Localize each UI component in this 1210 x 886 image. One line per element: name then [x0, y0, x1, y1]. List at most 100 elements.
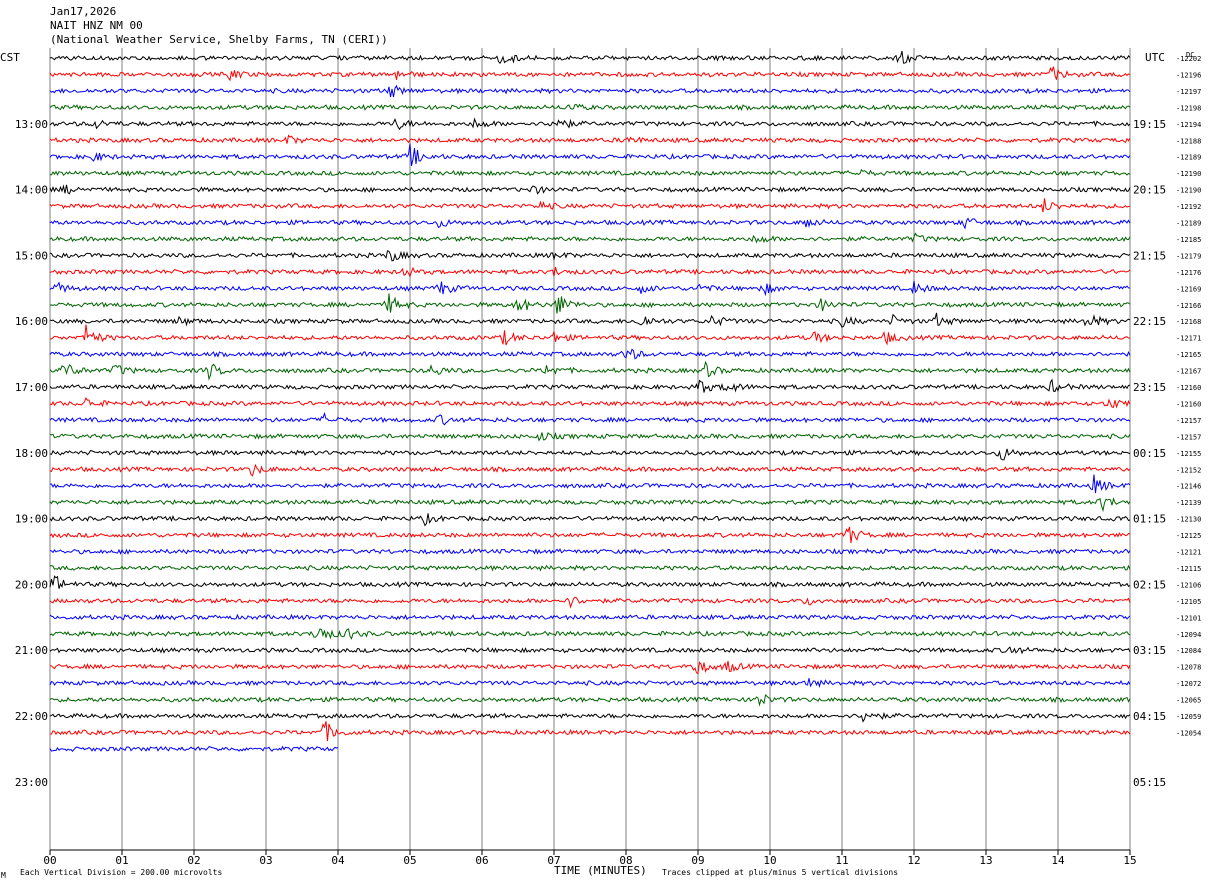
- trace-line-40: [49, 711, 1131, 723]
- dc-offset-label: -12084: [1176, 647, 1201, 655]
- dc-offset-label: -12171: [1176, 335, 1201, 343]
- left-hour-label: 23:00: [15, 776, 48, 789]
- x-tick-label: 13: [979, 854, 992, 867]
- dc-offset-label: -12197: [1176, 88, 1201, 96]
- trace-line-29: [49, 526, 1131, 543]
- dc-offset-label: -12105: [1176, 598, 1201, 606]
- dc-offset-label: -12202: [1176, 55, 1201, 63]
- trace-line-2: [49, 84, 1131, 98]
- dc-offset-label: -12189: [1176, 220, 1201, 228]
- trace-line-22: [49, 411, 1131, 426]
- trace-line-39: [49, 694, 1131, 707]
- right-hour-label: 22:15: [1133, 315, 1166, 328]
- left-hour-label: 19:00: [15, 513, 48, 526]
- dc-offset-label: -12072: [1176, 680, 1201, 688]
- trace-line-12: [49, 250, 1131, 262]
- dc-offset-label: -12168: [1176, 318, 1201, 326]
- right-hour-label: 05:15: [1133, 776, 1166, 789]
- left-hour-label: 20:00: [15, 578, 48, 591]
- trace-line-14: [49, 280, 1131, 297]
- trace-line-28: [49, 513, 1131, 527]
- x-tick-label: 02: [187, 854, 200, 867]
- dc-offset-label: -12078: [1176, 664, 1201, 672]
- trace-line-5: [49, 134, 1131, 145]
- dc-offset-label: -12157: [1176, 433, 1201, 441]
- trace-line-3: [49, 103, 1131, 112]
- trace-line-30: [49, 547, 1131, 555]
- trace-line-41: [49, 721, 1131, 742]
- dc-offset-label: -12160: [1176, 400, 1201, 408]
- dc-offset-label: -12059: [1176, 713, 1201, 721]
- left-hour-label: 22:00: [15, 710, 48, 723]
- trace-line-42: [49, 745, 339, 752]
- trace-line-16: [49, 312, 1131, 328]
- x-tick-label: 10: [763, 854, 776, 867]
- plot-date: Jan17,2026: [50, 5, 117, 18]
- trace-line-9: [49, 198, 1131, 213]
- trace-line-6: [49, 143, 1131, 167]
- time-tick-labels: 00 01 02 03 04 05 06 07 08 09 10 11 12 13 14 15: [43, 850, 1137, 867]
- trace-line-24: [49, 448, 1131, 461]
- dc-offset-label: -12121: [1176, 549, 1201, 557]
- dc-offset-label: -12166: [1176, 302, 1201, 310]
- x-tick-label: 09: [691, 854, 704, 867]
- trace-line-4: [49, 117, 1131, 131]
- trace-line-27: [49, 497, 1131, 513]
- dc-offset-label: -12155: [1176, 450, 1201, 458]
- trace-line-36: [49, 646, 1131, 655]
- dc-offset-label: -12190: [1176, 187, 1201, 195]
- dc-offset-label: -12176: [1176, 269, 1201, 277]
- dc-offset-label: -12054: [1176, 729, 1201, 737]
- trace-line-32: [49, 575, 1131, 589]
- left-hour-label: 17:00: [15, 381, 48, 394]
- dc-offset-label: -12101: [1176, 614, 1201, 622]
- trace-line-25: [49, 463, 1131, 477]
- dc-offset-label: -12188: [1176, 137, 1201, 145]
- trace-line-35: [49, 628, 1131, 640]
- footer-clip-note: Traces clipped at plus/minus 5 vertical …: [662, 868, 898, 877]
- right-hour-label: 02:15: [1133, 578, 1166, 591]
- left-hour-label: 14:00: [15, 184, 48, 197]
- dc-offset-label: -12139: [1176, 499, 1201, 507]
- dc-offset-label: -12189: [1176, 154, 1201, 162]
- dc-offset-label: -12160: [1176, 384, 1201, 392]
- x-tick-label: 01: [115, 854, 128, 867]
- trace-line-20: [49, 378, 1131, 393]
- x-tick-label: 03: [259, 854, 272, 867]
- dc-offset-label: -12106: [1176, 581, 1201, 589]
- trace-line-7: [50, 168, 1131, 177]
- trace-line-11: [49, 232, 1131, 244]
- right-hour-label: 03:15: [1133, 644, 1166, 657]
- trace-line-26: [50, 474, 1131, 494]
- dc-offset-label: -12179: [1176, 252, 1201, 260]
- trace-line-17: [49, 324, 1131, 346]
- dc-offset-label: -12192: [1176, 203, 1201, 211]
- right-hour-label: 00:15: [1133, 447, 1166, 460]
- trace-line-18: [49, 348, 1131, 360]
- footer-scale-note: Each Vertical Division = 200.00 microvol…: [20, 868, 222, 877]
- dc-offset-label: -12169: [1176, 285, 1201, 293]
- right-hour-label: 04:15: [1133, 710, 1166, 723]
- trace-line-23: [49, 431, 1131, 442]
- x-tick-label: 00: [43, 854, 56, 867]
- left-hour-label: 21:00: [15, 644, 48, 657]
- dc-offset-label: -12198: [1176, 104, 1201, 112]
- dc-offset-labels: -12202 -12196 -12197 -12198 -12194 -12188 -121…: [1176, 55, 1201, 737]
- dc-offset-label: -12125: [1176, 532, 1201, 540]
- trace-line-19: [49, 360, 1131, 381]
- right-hour-label: 20:15: [1133, 184, 1166, 197]
- trace-line-8: [49, 184, 1131, 195]
- right-hour-label: 01:15: [1133, 513, 1166, 526]
- trace-line-10: [49, 217, 1131, 230]
- trace-line-13: [49, 266, 1131, 278]
- dc-offset-label: -12165: [1176, 351, 1201, 359]
- seismic-traces: [49, 50, 1131, 752]
- x-tick-label: 04: [331, 854, 345, 867]
- trace-line-1: [49, 66, 1131, 82]
- trace-line-31: [49, 564, 1131, 572]
- left-hour-label: 15:00: [15, 249, 48, 262]
- dc-offset-label: -12065: [1176, 697, 1201, 705]
- x-tick-label: 06: [475, 854, 488, 867]
- x-tick-label: 08: [619, 854, 632, 867]
